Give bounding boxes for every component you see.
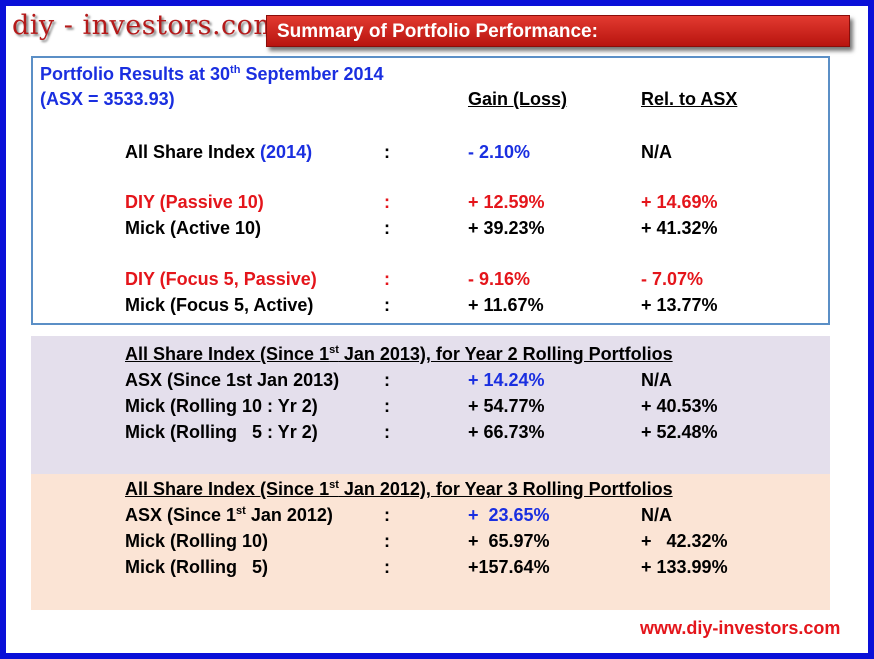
row-rel: + 40.53%	[641, 396, 718, 416]
row-gain: + 12.59%	[468, 192, 545, 212]
row-colon: :	[384, 396, 390, 416]
column-header-rel: Rel. to ASX	[641, 89, 738, 109]
row-rel: + 41.32%	[641, 218, 718, 238]
row-colon: :	[384, 218, 390, 238]
row-colon: :	[384, 370, 390, 390]
row-rel: N/A	[641, 505, 672, 525]
section2-title: All Share Index (Since 1st Jan 2013), fo…	[125, 344, 673, 364]
row-label: DIY (Passive 10)	[125, 192, 264, 212]
row-rel: + 133.99%	[641, 557, 728, 577]
row-colon: :	[384, 505, 390, 525]
year3-rolling-panel	[31, 474, 830, 610]
row-gain: + 66.73%	[468, 422, 545, 442]
row-colon: :	[384, 269, 390, 289]
row-gain: + 39.23%	[468, 218, 545, 238]
row-gain: + 23.65%	[468, 505, 550, 525]
row-gain: + 11.67%	[468, 295, 544, 315]
portfolio-results-panel	[31, 56, 830, 325]
year2-rolling-panel	[31, 336, 830, 474]
row-rel: + 13.77%	[641, 295, 718, 315]
row-label: DIY (Focus 5, Passive)	[125, 269, 317, 289]
row-gain: + 14.24%	[468, 370, 545, 390]
section1-title: Portfolio Results at 30th September 2014	[40, 64, 384, 84]
row-gain: + 65.97%	[468, 531, 550, 551]
row-colon: :	[384, 422, 390, 442]
row-label: ASX (Since 1st Jan 2013)	[125, 370, 340, 390]
row-label: Mick (Rolling 10 : Yr 2)	[125, 396, 318, 416]
section3-title: All Share Index (Since 1st Jan 2012), fo…	[125, 479, 673, 499]
row-label: Mick (Rolling 5 : Yr 2)	[125, 422, 318, 442]
row-colon: :	[384, 295, 390, 315]
footer-url-link[interactable]: www.diy-investors.com	[640, 618, 841, 638]
row-label: Mick (Active 10)	[125, 218, 262, 238]
site-logo: diy - investors.com	[12, 10, 280, 41]
index-gain: - 2.10%	[468, 142, 531, 162]
row-gain: - 9.16%	[468, 269, 531, 289]
index-label: All Share Index (2014)	[125, 142, 313, 162]
row-gain: + 54.77%	[468, 396, 545, 416]
index-colon: :	[384, 142, 390, 162]
summary-banner: Summary of Portfolio Performance:	[266, 15, 850, 47]
row-label: Mick (Rolling 10)	[125, 531, 269, 551]
row-label: Mick (Rolling 5)	[125, 557, 269, 577]
column-header-gain: Gain (Loss)	[468, 89, 568, 109]
row-rel: + 14.69%	[641, 192, 718, 212]
asx-row-label: ASX (Since 1st Jan 2012)	[125, 505, 333, 525]
row-label: Mick (Focus 5, Active)	[125, 295, 314, 315]
row-colon: :	[384, 531, 390, 551]
row-gain: +157.64%	[468, 557, 550, 577]
row-rel: N/A	[641, 370, 672, 390]
row-rel: + 42.32%	[641, 531, 728, 551]
row-rel: + 52.48%	[641, 422, 718, 442]
row-colon: :	[384, 192, 390, 212]
asx-level: (ASX = 3533.93)	[40, 89, 175, 109]
row-rel: - 7.07%	[641, 269, 704, 289]
row-colon: :	[384, 557, 390, 577]
index-rel: N/A	[641, 142, 672, 162]
